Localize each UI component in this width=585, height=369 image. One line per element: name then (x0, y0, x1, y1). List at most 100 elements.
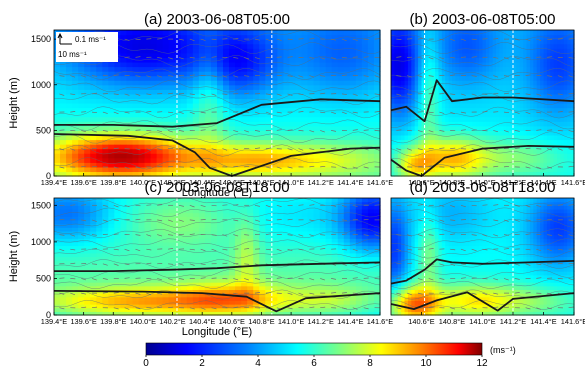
heatmap-cell (343, 89, 351, 95)
heatmap-cell (411, 112, 416, 118)
heatmap-cell (241, 89, 248, 95)
heatmap-cell (319, 75, 327, 81)
heatmap-cell (355, 75, 363, 81)
heatmap-cell (394, 34, 399, 40)
heatmap-cell (445, 39, 450, 45)
heatmap-cell (325, 157, 333, 163)
heatmap-cell (452, 103, 456, 109)
heatmap-cell (499, 134, 504, 141)
heatmap-cell (72, 205, 79, 210)
heatmap-cell (90, 107, 97, 113)
heatmap-cell (553, 166, 558, 173)
heatmap-cell (168, 260, 176, 265)
heatmap-cell (259, 125, 266, 131)
heatmap-cell (418, 84, 423, 90)
heatmap-cell (186, 263, 194, 269)
heatmap-cell (567, 34, 572, 40)
heatmap-cell (361, 43, 369, 49)
heatmap-cell (414, 162, 419, 168)
heatmap-cell (546, 39, 551, 45)
heatmap-cell (90, 89, 97, 95)
heatmap-cell (162, 304, 170, 309)
wind-vector (200, 166, 206, 169)
heatmap-cell (259, 98, 266, 104)
heatmap-cell (66, 300, 73, 305)
heatmap-cell (421, 43, 426, 49)
heatmap-cell (126, 57, 134, 63)
heatmap-cell (502, 125, 507, 131)
isoline (390, 30, 575, 42)
heatmap-cell (523, 171, 528, 177)
heatmap-cell (560, 43, 565, 49)
heatmap-cell (60, 296, 67, 301)
heatmap-cell (247, 75, 254, 81)
heatmap-cell (198, 125, 206, 131)
wind-vector (287, 56, 293, 58)
heatmap-cell (271, 125, 278, 131)
heatmap-cell (543, 112, 548, 118)
heatmap-cell (502, 112, 507, 118)
heatmap-cell (162, 148, 170, 154)
heatmap-cell (204, 116, 212, 122)
heatmap-cell (96, 201, 103, 206)
heatmap-cell (509, 93, 514, 100)
heatmap-cell (404, 125, 409, 131)
heatmap-cell (301, 93, 309, 100)
heatmap-cell (472, 71, 477, 77)
heatmap-cell (465, 80, 470, 86)
heatmap-cell (90, 296, 97, 301)
heatmap-cell (126, 121, 134, 127)
heatmap-cell (492, 39, 497, 45)
heatmap-cell (223, 219, 230, 225)
heatmap-cell (114, 201, 122, 206)
heatmap-cell (265, 162, 272, 168)
wind-vector (514, 111, 520, 114)
heatmap-cell (180, 134, 188, 141)
heatmap-cell (90, 263, 97, 269)
heatmap-cell (247, 238, 254, 243)
heatmap-cell (373, 84, 381, 90)
heatmap-cell (540, 71, 545, 77)
heatmap-cell (132, 311, 140, 316)
heatmap-cell (168, 139, 176, 145)
heatmap-cell (540, 89, 545, 95)
heatmap-cell (401, 98, 406, 104)
heatmap-cell (452, 166, 456, 173)
heatmap-cell (509, 89, 514, 95)
heatmap-cell (438, 43, 443, 49)
heatmap-cell (235, 125, 242, 131)
heatmap-cell (523, 134, 528, 141)
heatmap-cell (247, 245, 254, 250)
heatmap-cell (114, 245, 122, 250)
y-tick-label: 1000 (31, 80, 51, 90)
heatmap-cell (391, 34, 395, 40)
heatmap-cell (150, 61, 158, 68)
heatmap-cell (313, 75, 321, 81)
heatmap-cell (114, 139, 122, 145)
heatmap-cell (180, 219, 188, 225)
heatmap-cell (283, 75, 291, 81)
heatmap-cell (192, 274, 200, 280)
heatmap-cell (253, 61, 260, 68)
heatmap-cell (472, 162, 477, 168)
heatmap-cell (361, 57, 369, 63)
wind-vector (330, 111, 337, 115)
heatmap-cell (407, 148, 412, 154)
heatmap-cell (557, 48, 562, 54)
heatmap-cell (72, 80, 79, 86)
heatmap-cell (162, 245, 170, 250)
heatmap-cell (492, 157, 497, 163)
heatmap-cell (180, 245, 188, 250)
heatmap-cell (421, 134, 426, 141)
heatmap-cell (150, 121, 158, 127)
heatmap-cell (401, 121, 406, 127)
heatmap-cell (168, 274, 176, 280)
heatmap-cell (162, 201, 170, 206)
heatmap-cell (462, 116, 467, 122)
heatmap-cell (482, 98, 487, 104)
heatmap-cell (204, 34, 212, 40)
heatmap-cell (180, 57, 188, 63)
heatmap-cell (229, 212, 236, 217)
heatmap-cell (492, 80, 497, 86)
